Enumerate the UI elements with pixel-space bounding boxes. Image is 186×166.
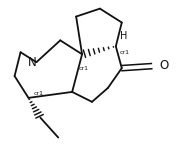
Text: O: O — [159, 59, 168, 72]
Text: N: N — [28, 56, 37, 69]
Text: cr1: cr1 — [34, 91, 44, 96]
Text: H: H — [121, 31, 128, 41]
Text: cr1: cr1 — [79, 66, 89, 71]
Text: cr1: cr1 — [120, 50, 129, 55]
